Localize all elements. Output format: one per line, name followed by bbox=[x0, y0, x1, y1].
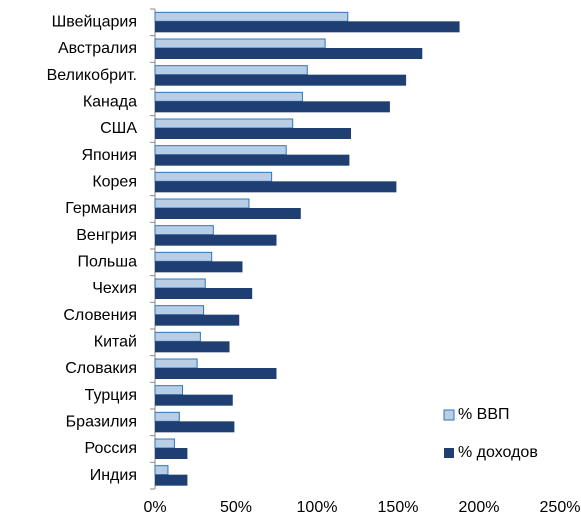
bar bbox=[154, 198, 250, 209]
y-tick-label: Бразилия bbox=[66, 414, 137, 431]
bar bbox=[154, 385, 184, 396]
y-tick-label: США bbox=[100, 120, 137, 137]
y-tick-label: Великобрит. bbox=[47, 67, 137, 84]
bar bbox=[154, 38, 326, 49]
bar bbox=[154, 465, 169, 476]
x-tick-label: 100% bbox=[297, 499, 338, 516]
bar bbox=[154, 251, 213, 262]
y-tick-label: Китай bbox=[94, 334, 137, 351]
bar bbox=[155, 181, 397, 193]
bar bbox=[155, 101, 390, 113]
bar bbox=[155, 154, 350, 166]
y-tick-label: Чехия bbox=[92, 280, 137, 297]
bar bbox=[154, 11, 349, 22]
bar bbox=[155, 474, 188, 486]
y-tick-label: Индия bbox=[90, 467, 137, 484]
bar bbox=[154, 278, 206, 289]
bar bbox=[155, 288, 253, 299]
y-tick-label: Венгрия bbox=[76, 227, 137, 244]
bar bbox=[154, 225, 214, 236]
bar bbox=[154, 411, 180, 422]
legend-label: % доходов bbox=[458, 444, 538, 461]
y-tick-label: Россия bbox=[85, 440, 137, 457]
y-tick-label: Польша bbox=[78, 254, 138, 271]
legend-swatch bbox=[443, 409, 455, 421]
y-tick-label: Германия bbox=[65, 200, 137, 217]
y-tick-label: Швейцария bbox=[52, 14, 137, 31]
y-tick-label: Япония bbox=[81, 147, 137, 164]
y-tick-label: Австралия bbox=[58, 40, 137, 57]
bar bbox=[155, 48, 423, 59]
legend-label: % ВВП bbox=[458, 406, 510, 423]
bar bbox=[155, 448, 188, 459]
legend-swatch bbox=[444, 448, 454, 458]
bar bbox=[155, 21, 460, 33]
y-tick-label: Корея bbox=[92, 174, 137, 191]
bar bbox=[154, 118, 294, 129]
bar bbox=[155, 208, 301, 219]
bar bbox=[155, 314, 240, 326]
bar bbox=[154, 171, 273, 182]
bar bbox=[154, 65, 308, 76]
bar bbox=[155, 394, 233, 406]
bar bbox=[155, 74, 407, 86]
bar bbox=[154, 91, 303, 102]
x-tick-label: 150% bbox=[378, 499, 419, 516]
bar bbox=[155, 261, 243, 273]
x-tick-label: 200% bbox=[459, 499, 500, 516]
bar bbox=[155, 341, 230, 353]
y-tick-label: Словакия bbox=[65, 360, 137, 377]
y-tick-label: Турция bbox=[85, 387, 137, 404]
bar bbox=[155, 234, 277, 246]
bar bbox=[154, 145, 287, 156]
bar bbox=[154, 331, 201, 342]
x-tick-label: 250% bbox=[540, 499, 581, 516]
bar bbox=[154, 438, 175, 449]
bar bbox=[155, 421, 235, 433]
x-tick-label: 50% bbox=[220, 499, 252, 516]
bar bbox=[155, 128, 352, 139]
y-tick-label: Словения bbox=[63, 307, 137, 324]
bar bbox=[154, 358, 198, 369]
bar bbox=[154, 305, 205, 316]
x-tick-label: 0% bbox=[143, 499, 166, 516]
bar bbox=[155, 368, 277, 379]
y-tick-label: Канада bbox=[83, 94, 137, 111]
